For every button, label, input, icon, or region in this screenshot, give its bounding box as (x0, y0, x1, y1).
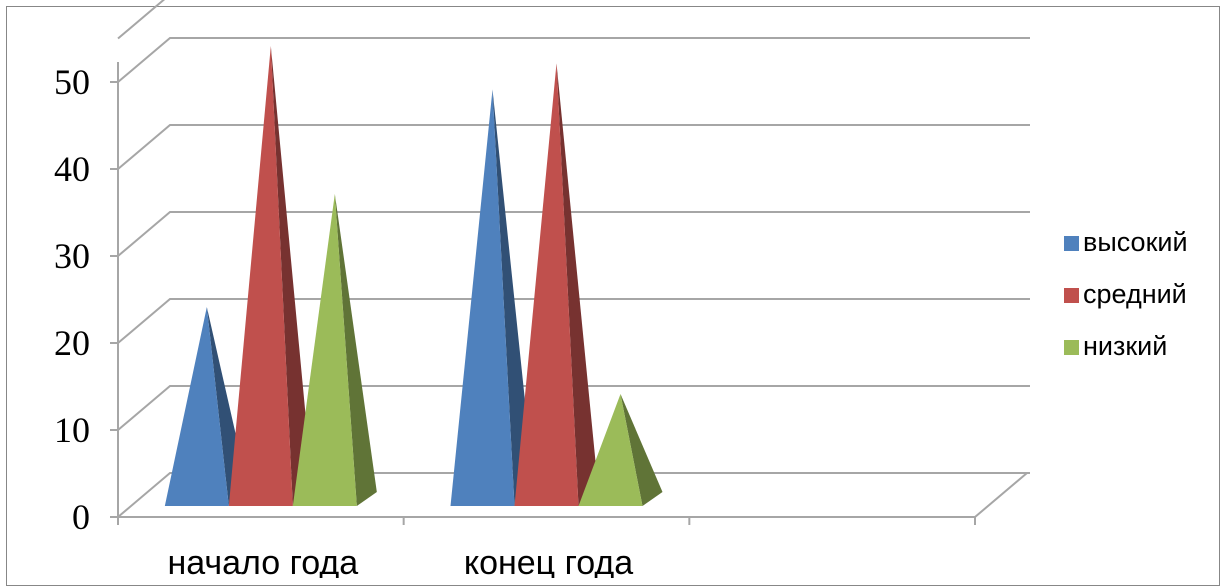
legend-label: низкий (1083, 331, 1167, 361)
pyramid (228, 46, 313, 506)
x-tick-label: конец года (464, 544, 633, 578)
gridline (117, 211, 1030, 257)
legend-swatch (1064, 340, 1079, 355)
x-axis: начало года конец года (117, 517, 976, 578)
gridlines (117, 0, 1030, 518)
pyramid-front-face (450, 89, 515, 506)
gridline (117, 124, 1030, 170)
y-tick-label: 0 (72, 497, 90, 537)
pyramid-front-face (228, 46, 293, 506)
pyramid-side-face (270, 46, 313, 506)
pyramid-side-face (620, 394, 663, 506)
gridline (117, 298, 1030, 344)
legend-label: средний (1083, 279, 1187, 309)
pyramid-side-face (556, 63, 599, 507)
pyramid-front-face (164, 307, 229, 506)
y-tick-label: 50 (54, 62, 90, 102)
y-tick-label: 20 (54, 323, 90, 363)
x-tick-label: начало года (167, 544, 358, 578)
legend-item: низкий (1064, 331, 1167, 361)
y-axis-ticks: 0 10 20 30 40 50 (54, 62, 118, 537)
legend-item: средний (1064, 279, 1187, 309)
legend-swatch (1064, 288, 1079, 303)
pyramid-front-face (578, 394, 643, 506)
legend-label: высокий (1083, 227, 1188, 257)
legend: высокий средний низкий (1064, 227, 1188, 361)
y-tick-label: 40 (54, 149, 90, 189)
pyramid-front-face (292, 193, 357, 506)
y-tick-label: 30 (54, 236, 90, 276)
pyramid-side-face (492, 89, 535, 506)
pyramid (450, 89, 535, 506)
y-tick-label: 10 (54, 410, 90, 450)
pyramid-side-face (334, 193, 377, 506)
gridline (117, 472, 1030, 518)
pyramids (164, 46, 663, 507)
pyramid (514, 63, 599, 507)
gridline (117, 37, 1030, 83)
gridline (117, 0, 166, 40)
pyramid-front-face (514, 63, 579, 507)
gridline (117, 385, 1030, 431)
legend-swatch (1064, 236, 1079, 251)
legend-item: высокий (1064, 227, 1188, 257)
pyramid (578, 394, 663, 506)
pyramid (292, 193, 377, 506)
